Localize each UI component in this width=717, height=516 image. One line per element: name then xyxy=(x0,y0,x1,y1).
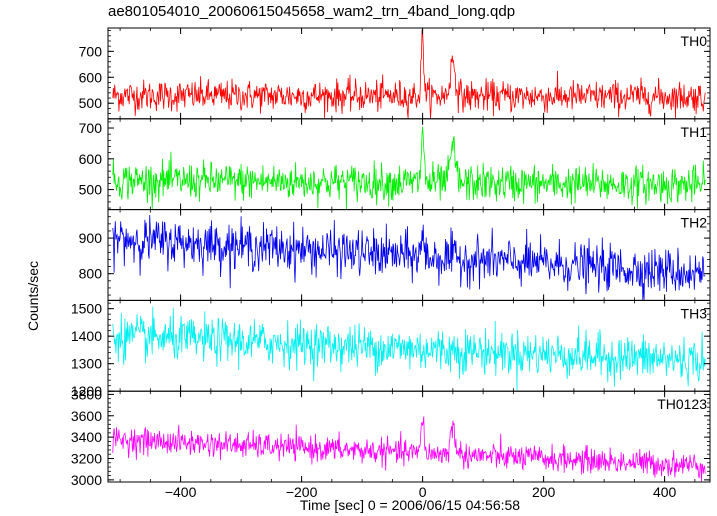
y-tick-label: 600 xyxy=(79,69,103,85)
panel-label: TH2 xyxy=(681,215,708,231)
lightcurve-th2 xyxy=(112,214,706,300)
y-tick-label: 600 xyxy=(79,151,103,167)
y-tick-label: 3400 xyxy=(71,429,102,445)
panel-label: TH1 xyxy=(681,124,708,140)
y-tick-label: 900 xyxy=(79,230,103,246)
x-tick-label: −400 xyxy=(165,484,197,500)
x-tick-label: 400 xyxy=(653,484,677,500)
panel-frame xyxy=(107,390,711,483)
lightcurve-th0 xyxy=(112,29,706,119)
lightcurve-th3 xyxy=(112,306,706,391)
lightcurve-th1 xyxy=(112,126,706,210)
lightcurve-th0123 xyxy=(112,416,706,482)
x-axis-label: Time [sec] 0 = 2006/06/15 04:56:58 xyxy=(299,497,521,513)
y-tick-label: 1300 xyxy=(71,356,102,372)
y-tick-label: 3000 xyxy=(71,472,102,488)
y-axis-label: Counts/sec xyxy=(25,260,41,332)
panel-frame xyxy=(107,118,711,211)
y-tick-label: 1400 xyxy=(71,328,102,344)
chart-title: ae801054010_20060615045658_wam2_trn_4ban… xyxy=(108,3,516,20)
panel-label: TH0123 xyxy=(657,396,707,412)
x-tick-label: 200 xyxy=(532,484,556,500)
y-tick-label: 1200 xyxy=(71,383,102,399)
x-tick-label: 0 xyxy=(419,484,427,500)
y-tick-label: 800 xyxy=(79,266,103,282)
y-tick-label: 500 xyxy=(79,95,103,111)
y-tick-label: 500 xyxy=(79,182,103,198)
y-tick-label: 1500 xyxy=(71,301,102,317)
y-tick-label: 3200 xyxy=(71,450,102,466)
y-tick-label: 3600 xyxy=(71,408,102,424)
y-tick-label: 3800 xyxy=(71,386,102,402)
panel-label: TH3 xyxy=(681,305,708,321)
y-tick-label: 700 xyxy=(79,120,103,136)
y-tick-label: 700 xyxy=(79,43,103,59)
x-tick-label: −200 xyxy=(286,484,318,500)
panel-label: TH0 xyxy=(681,33,708,49)
